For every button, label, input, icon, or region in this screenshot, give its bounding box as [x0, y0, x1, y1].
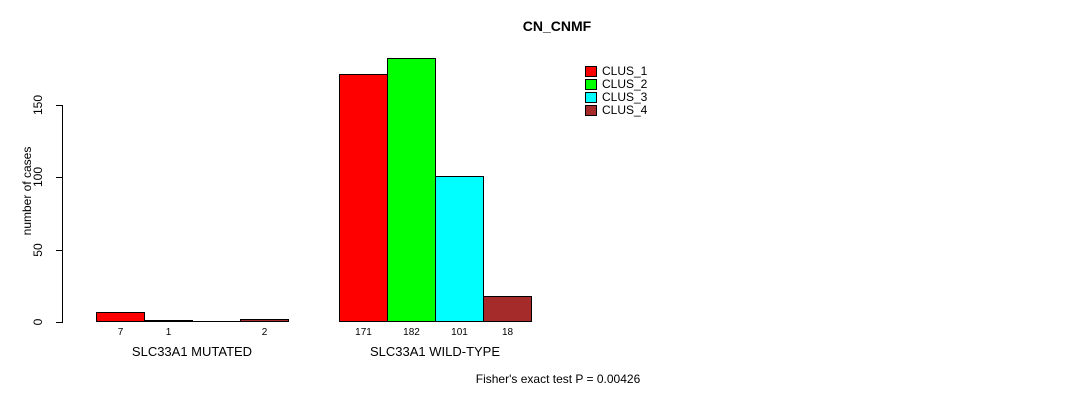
y-tick-label: 100: [31, 166, 45, 188]
y-tick-label: 150: [31, 94, 45, 116]
y-tick-mark: [56, 177, 63, 178]
bar-clus_2-group2: [387, 58, 436, 322]
legend: CLUS_1 CLUS_2 CLUS_3 CLUS_4: [585, 65, 647, 117]
bar-value-label: 1: [165, 327, 172, 338]
y-tick-label: 50: [31, 243, 45, 257]
bar-clus_2-group1: [144, 320, 193, 322]
group-label-mutated: SLC33A1 MUTATED: [131, 344, 253, 359]
legend-row-clus_4: CLUS_4: [585, 104, 647, 117]
bar-clus_4-group1: [240, 319, 289, 322]
bar-value-label: 2: [261, 327, 268, 338]
y-tick-mark: [56, 250, 63, 251]
legend-label: CLUS_4: [602, 103, 648, 117]
bar-clus_3-group1: [192, 321, 241, 322]
legend-row-clus_3: CLUS_3: [585, 91, 647, 104]
bar-clus_1-group2: [339, 74, 388, 322]
y-tick-mark: [56, 105, 63, 106]
y-tick-mark: [56, 322, 63, 323]
bar-clus_3-group2: [435, 176, 484, 322]
legend-swatch-icon: [585, 79, 597, 90]
legend-row-clus_2: CLUS_2: [585, 78, 647, 91]
bar-clus_4-group2: [483, 296, 532, 322]
bar-value-label: 171: [355, 327, 372, 338]
y-axis-label: number of cases: [20, 146, 34, 236]
bar-value-label: 18: [501, 327, 514, 338]
y-tick-label: 0: [31, 318, 45, 326]
legend-label: CLUS_2: [602, 77, 648, 91]
bar-value-label: 101: [451, 327, 468, 338]
chart-title: CN_CNMF: [522, 18, 592, 34]
bar-clus_1-group1: [96, 312, 145, 322]
fisher-test-footnote: Fisher's exact test P = 0.00426: [475, 372, 641, 386]
legend-label: CLUS_1: [602, 64, 648, 78]
group-label-wildtype: SLC33A1 WILD-TYPE: [369, 344, 501, 359]
legend-row-clus_1: CLUS_1: [585, 65, 647, 78]
legend-swatch-icon: [585, 66, 597, 77]
bar-value-label: 7: [117, 327, 124, 338]
bar-value-label: 182: [403, 327, 420, 338]
legend-swatch-icon: [585, 92, 597, 103]
y-axis-line: [62, 105, 63, 323]
legend-label: CLUS_3: [602, 90, 648, 104]
legend-swatch-icon: [585, 105, 597, 116]
